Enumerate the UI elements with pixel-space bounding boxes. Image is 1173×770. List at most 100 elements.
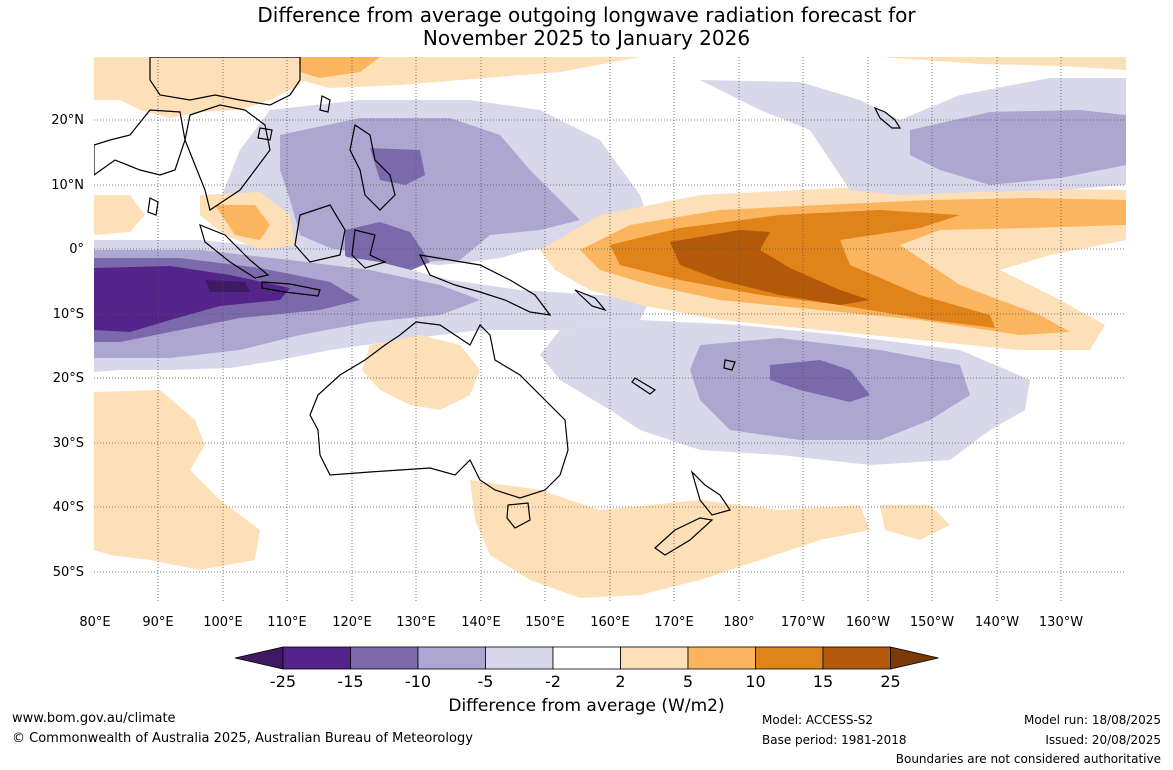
anomaly-region-australia-north <box>362 335 480 410</box>
longitude-labels: 80°E 90°E 100°E 110°E 120°E 130°E 140°E … <box>79 615 1083 630</box>
lon-label-100e: 100°E <box>203 615 243 630</box>
anomaly-region-ne-corner <box>880 57 1126 70</box>
colorbar-swatches <box>234 646 939 670</box>
colorbar-tick-label: -2 <box>545 672 561 691</box>
lat-label-20s: 20°S <box>53 371 84 386</box>
coastline-new-caledonia <box>631 377 657 395</box>
lon-label-160w: 160°W <box>846 615 890 630</box>
colorbar-swatch <box>687 646 756 670</box>
anomaly-region-maritime-strong <box>370 148 425 185</box>
coastline-new-guinea <box>418 254 552 316</box>
colorbar-swatch <box>417 646 486 670</box>
colorbar-tick-label: -10 <box>405 672 431 691</box>
anomaly-region-ne-pacific-mid <box>910 110 1126 185</box>
footer-model-run: Model run: 18/08/2025 <box>1023 713 1161 727</box>
anomaly-region-southern-ocean <box>470 480 870 598</box>
footer-base-period: Base period: 1981-2018 <box>762 733 907 747</box>
lon-label-110e: 110°E <box>267 615 307 630</box>
colorbar-title: Difference from average (W/m2) <box>448 696 725 716</box>
anomaly-region-sw-pacific-strong <box>770 360 870 402</box>
lon-label-140e: 140°E <box>461 615 501 630</box>
colorbar-tick-label: 2 <box>615 672 625 691</box>
lat-label-20n: 20°N <box>51 113 84 128</box>
lat-label-eq: 0° <box>69 242 84 257</box>
title-line-1: Difference from average outgoing longwav… <box>257 3 916 27</box>
lon-label-80e: 80°E <box>79 615 110 630</box>
colorbar-swatch <box>552 646 621 670</box>
lat-label-30s: 30°S <box>53 436 84 451</box>
lon-label-180: 180° <box>723 615 754 630</box>
map-title: Difference from average outgoing longwav… <box>0 4 1173 50</box>
graticule <box>94 57 1126 602</box>
footer-issued: Issued: 20/08/2025 <box>1045 733 1161 747</box>
coastline-philippines <box>349 124 396 211</box>
coastline-taiwan <box>319 95 331 113</box>
colorbar-swatch <box>822 646 891 670</box>
coastline-new-zealand-north <box>690 469 731 516</box>
coastline-fiji <box>723 359 736 371</box>
coastlines <box>94 57 902 556</box>
coastline-new-zealand-south <box>654 517 714 556</box>
footer-copyright: © Commonwealth of Australia 2025, Austra… <box>12 731 473 746</box>
lon-label-150w: 150°W <box>910 615 954 630</box>
footer-website: www.bom.gov.au/climate <box>12 711 176 726</box>
colorbar-tick-labels: -25 -15 -10 -5 -2 2 5 10 15 25 <box>270 672 901 691</box>
colorbar-swatch <box>485 646 554 670</box>
coastline-solomon-islands <box>574 289 607 312</box>
anomaly-region-south-east-pacific <box>880 505 950 540</box>
colorbar-swatch <box>350 646 419 670</box>
lon-label-160e: 160°E <box>590 615 630 630</box>
anomaly-region-maritime-mid <box>280 118 580 262</box>
colorbar-tick-label: 25 <box>880 672 900 691</box>
colorbar-tick-label: -25 <box>270 672 296 691</box>
coastline-indochina <box>184 104 271 211</box>
map-plot-area <box>94 57 1126 602</box>
lat-label-10s: 10°S <box>53 307 84 322</box>
colorbar-arrow-low <box>234 646 284 670</box>
footer-boundaries: Boundaries are not considered authoritat… <box>895 752 1161 766</box>
colorbar-tick-label: -15 <box>337 672 363 691</box>
anomaly-region-north-pacific-warm-core <box>300 57 380 78</box>
colorbar-tick-label: 10 <box>745 672 765 691</box>
anomaly-region-southern-indian-ocean <box>94 390 260 570</box>
anomaly-region-pacific-very-strong <box>670 230 870 305</box>
coastline-china <box>149 57 301 106</box>
coastline-java <box>261 281 321 297</box>
colorbar-tick-label: -5 <box>478 672 494 691</box>
anomaly-region-indian-extreme <box>205 280 250 292</box>
coastline-hawaii <box>873 106 902 129</box>
lon-label-170e: 170°E <box>654 615 694 630</box>
coastline-tasmania <box>506 502 531 529</box>
coastline-india <box>94 109 186 176</box>
lon-label-130e: 130°E <box>396 615 436 630</box>
coastline-sulawesi <box>351 229 387 269</box>
colorbar-tick-label: 15 <box>813 672 833 691</box>
lon-label-90e: 90°E <box>142 615 173 630</box>
lon-label-140w: 140°W <box>975 615 1019 630</box>
lat-label-40s: 40°S <box>53 500 84 515</box>
lat-label-50s: 50°S <box>53 565 84 580</box>
coastline-sri-lanka <box>147 197 159 216</box>
latitude-labels: 20°N 10°N 0° 10°S 20°S 30°S 40°S 50°S <box>51 113 84 580</box>
coastline-australia <box>309 321 569 499</box>
anomaly-region-north-pacific-warm <box>300 57 640 88</box>
colorbar-swatch <box>755 646 824 670</box>
title-line-2: November 2025 to January 2026 <box>422 26 751 50</box>
colorbar-arrow-high <box>890 646 939 670</box>
lat-label-10n: 10°N <box>51 178 84 193</box>
coastline-sumatra <box>199 223 270 279</box>
lon-label-150e: 150°E <box>525 615 565 630</box>
anomaly-region-south-china-sea-core <box>215 205 270 240</box>
colorbar: -25 -15 -10 -5 -2 2 5 10 15 25 <box>234 646 939 691</box>
coastline-borneo <box>294 204 346 263</box>
footer-model: Model: ACCESS-S2 <box>762 713 874 727</box>
coastline-hainan <box>257 127 273 141</box>
lon-label-170w: 170°W <box>781 615 825 630</box>
anomaly-region-bay-of-bengal <box>94 195 145 235</box>
lon-label-130w: 130°W <box>1039 615 1083 630</box>
colorbar-swatch <box>282 646 351 670</box>
colorbar-tick-label: 5 <box>683 672 693 691</box>
colorbar-swatch <box>620 646 689 670</box>
lon-label-120e: 120°E <box>332 615 372 630</box>
